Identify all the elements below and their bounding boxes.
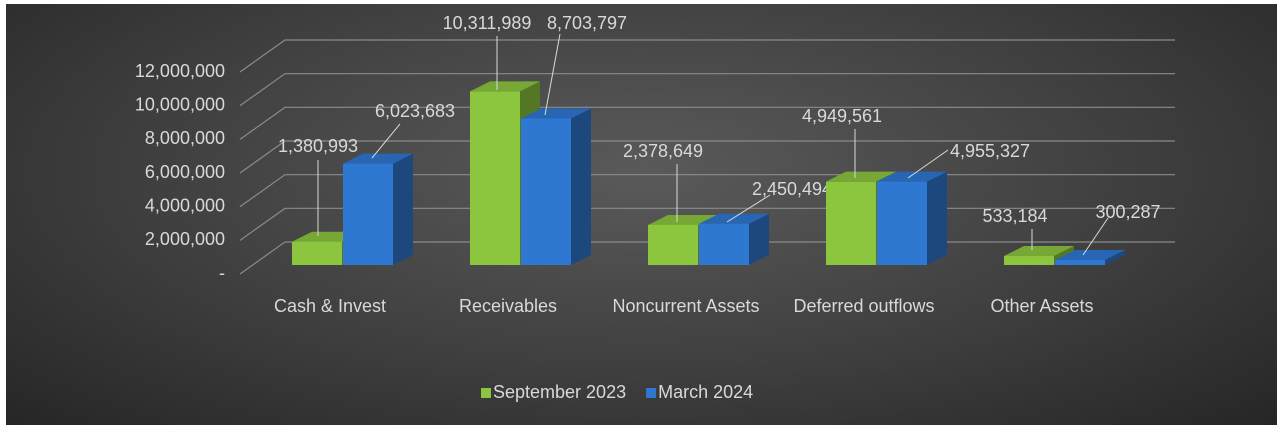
bar: [648, 224, 698, 265]
grid-line: [239, 39, 1175, 73]
bar-top: [1055, 249, 1125, 260]
bar-top: [470, 81, 540, 92]
x-tick-label: Deferred outflows: [793, 296, 935, 316]
data-label: 4,955,327: [950, 141, 1030, 161]
data-label: 2,450,494: [752, 179, 832, 199]
bar-side: [393, 153, 413, 265]
x-tick-label: Receivables: [458, 296, 558, 316]
bar: [521, 118, 571, 265]
data-label: 533,184: [982, 206, 1047, 226]
bar: [1055, 259, 1105, 265]
grid-line: [239, 106, 1175, 140]
bar: [470, 91, 520, 265]
bar-side: [1105, 249, 1125, 265]
y-tick-label: -: [219, 263, 225, 283]
y-tick-label: 12,000,000: [135, 61, 225, 81]
data-label: 2,378,649: [623, 141, 703, 161]
grid-line: [239, 73, 1175, 107]
plot: - 2,000,000 4,000,000 6,000,000 8,000,000 10,…: [135, 13, 1175, 402]
legend-label: March 2024: [658, 382, 753, 402]
bar-top: [521, 108, 591, 119]
x-tick-label: Cash & Invest: [273, 296, 387, 316]
data-label: 4,949,561: [802, 106, 882, 126]
y-tick-label: 4,000,000: [145, 195, 225, 215]
bar: [343, 163, 393, 265]
leader-line: [371, 123, 401, 159]
bar-top: [877, 171, 947, 182]
bar-side: [927, 171, 947, 265]
bar: [877, 181, 927, 265]
data-label: 6,023,683: [375, 101, 455, 121]
legend: September 2023 March 2024: [481, 382, 753, 402]
chart: - 2,000,000 4,000,000 6,000,000 8,000,000 10,…: [6, 4, 1277, 425]
y-tick-label: 6,000,000: [145, 162, 225, 182]
bar-side: [571, 108, 591, 265]
bar-top: [826, 171, 896, 182]
bar: [826, 181, 876, 265]
legend-swatch: [481, 388, 491, 398]
data-label: 8,703,797: [547, 13, 627, 33]
y-tick-label: 10,000,000: [135, 94, 225, 114]
data-label: 10,311,989: [443, 13, 532, 33]
leader-line: [544, 33, 561, 116]
y-tick-label: 2,000,000: [145, 229, 225, 249]
bar: [699, 223, 749, 265]
grid-line: [239, 140, 1175, 174]
x-tick-label: Other Assets: [990, 296, 1094, 316]
bar: [1004, 256, 1054, 265]
bar-top: [1004, 246, 1074, 257]
bar-side: [749, 213, 769, 265]
bar-top: [343, 153, 413, 164]
bar: [292, 241, 342, 265]
legend-swatch: [646, 388, 657, 398]
bar-top: [699, 213, 769, 224]
data-label: 1,380,993: [278, 136, 358, 156]
data-label: 300,287: [1095, 202, 1160, 222]
leader-line: [1082, 217, 1109, 256]
y-tick-label: 8,000,000: [145, 128, 225, 148]
leader-line: [907, 149, 949, 179]
legend-label: September 2023: [493, 382, 626, 402]
leader-line: [726, 194, 771, 223]
x-tick-label: Noncurrent Assets: [612, 296, 760, 316]
bar-top: [648, 214, 718, 225]
